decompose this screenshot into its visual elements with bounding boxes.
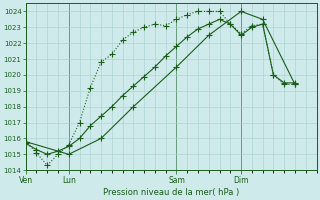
X-axis label: Pression niveau de la mer( hPa ): Pression niveau de la mer( hPa ) [103, 188, 239, 197]
